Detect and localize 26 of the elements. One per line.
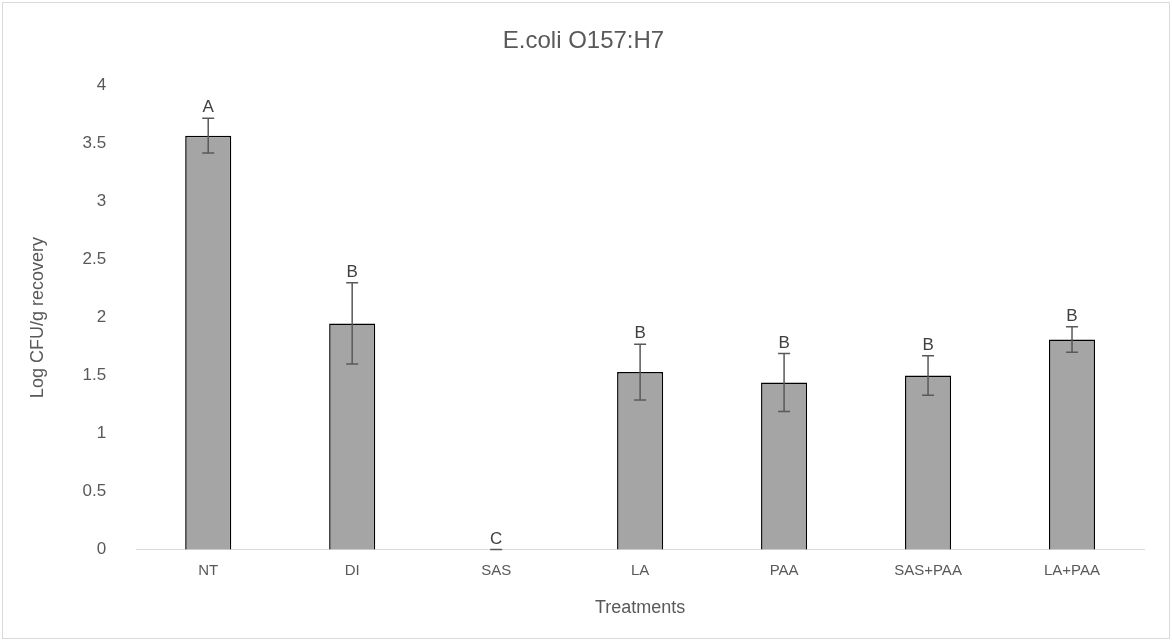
y-tick-label: 4	[96, 75, 107, 95]
y-axis-title: Log CFU/g recovery	[26, 237, 47, 399]
y-tick-label: 3	[96, 191, 107, 211]
x-tick-label: DI	[344, 560, 360, 578]
chart-title: E.coli O157:H7	[502, 26, 665, 54]
x-tick-label: LA+PAA	[1044, 560, 1101, 578]
x-tick-label: SAS+PAA	[894, 560, 962, 578]
y-tick-label: 1.5	[82, 365, 107, 385]
y-tick-label: 3.5	[82, 133, 107, 153]
annotation: B	[922, 335, 934, 355]
annotation: B	[778, 332, 790, 352]
annotation: B	[346, 262, 358, 282]
x-axis-title: Treatments	[594, 597, 686, 618]
annotation: B	[1066, 306, 1078, 326]
y-tick-label: 0	[96, 539, 107, 559]
x-tick-label: LA	[630, 560, 650, 578]
y-tick-label: 2.5	[82, 249, 107, 269]
annotation: C	[490, 528, 503, 548]
x-tick-label: PAA	[769, 560, 799, 578]
annotation: A	[202, 97, 215, 117]
y-tick-label: 2	[96, 307, 107, 327]
annotation: B	[634, 323, 646, 343]
y-tick-label: 0.5	[82, 481, 107, 501]
x-tick-label: NT	[198, 560, 219, 578]
x-tick-label: SAS	[481, 560, 512, 578]
y-tick-label: 1	[96, 423, 107, 443]
